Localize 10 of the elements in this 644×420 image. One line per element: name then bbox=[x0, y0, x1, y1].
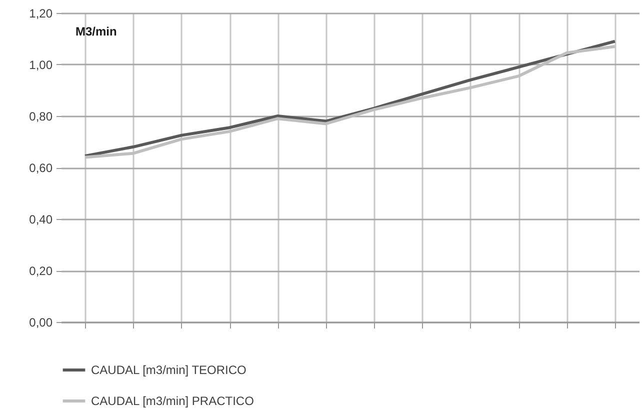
legend-label: CAUDAL [m3/min] TEORICO bbox=[91, 363, 246, 377]
y-tick-label: 1,20 bbox=[29, 6, 53, 20]
legend-label: CAUDAL [m3/min] PRACTICO bbox=[91, 394, 254, 408]
y-tick-label: 0,60 bbox=[29, 161, 53, 175]
y-axis-title: M3/min bbox=[76, 24, 117, 38]
y-tick-label: 0,80 bbox=[29, 110, 53, 124]
y-tick-label: 0,00 bbox=[29, 316, 53, 330]
y-tick-label: 0,40 bbox=[29, 212, 53, 226]
y-tick-label: 1,00 bbox=[29, 58, 53, 72]
y-tick-label: 0,20 bbox=[29, 264, 53, 278]
